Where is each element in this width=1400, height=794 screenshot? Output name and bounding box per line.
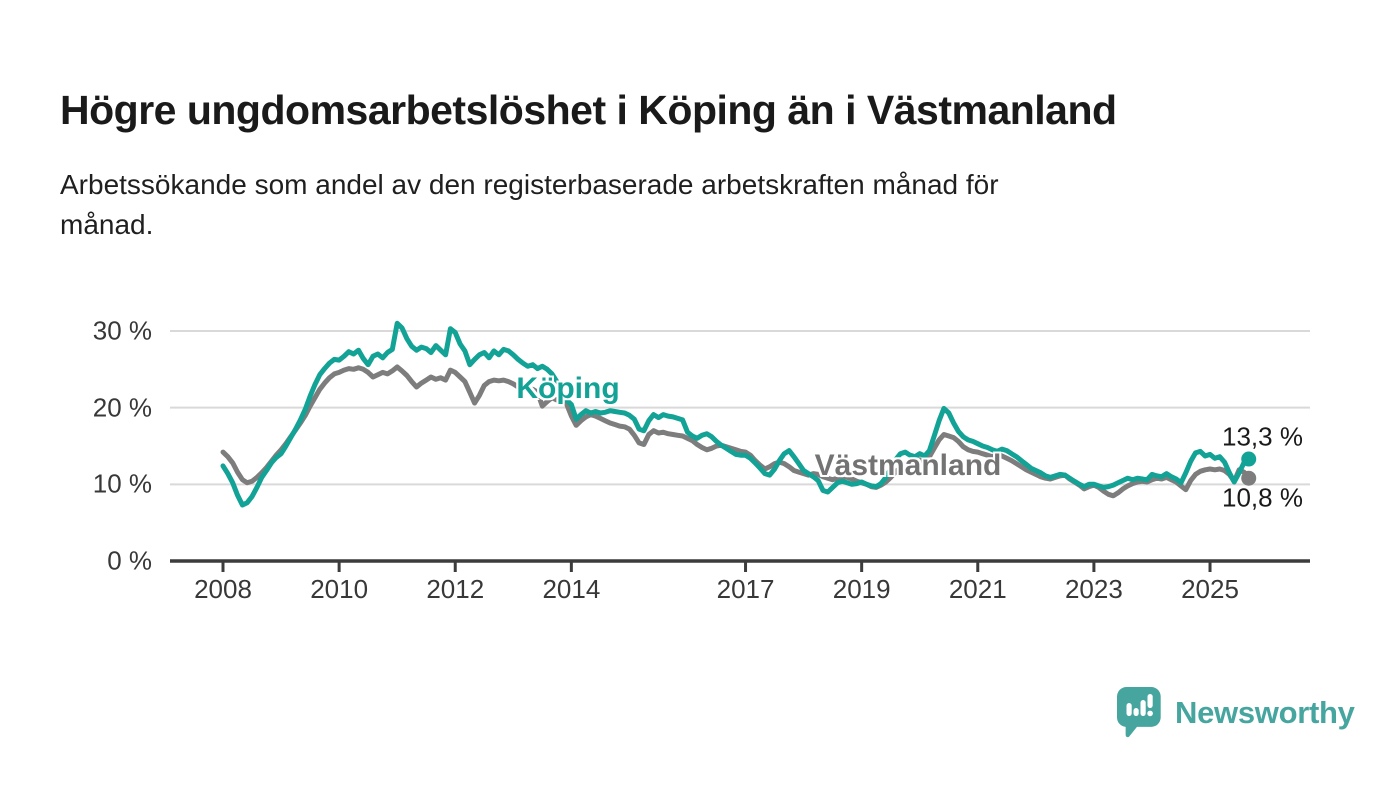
exclamation-stem bbox=[1147, 694, 1153, 708]
x-tick-label: 2008 bbox=[194, 574, 252, 604]
x-tick-label: 2010 bbox=[310, 574, 369, 604]
y-tick-label: 10 % bbox=[92, 468, 152, 499]
logo-bars bbox=[1126, 694, 1153, 717]
subtitle-line-2: månad. bbox=[60, 209, 154, 240]
speech-bubble-shape bbox=[1117, 687, 1161, 738]
x-tick-label: 2014 bbox=[542, 574, 601, 604]
y-tick-label: 30 % bbox=[92, 315, 152, 346]
chart-subtitle: Arbetssökande som andel av den registerb… bbox=[60, 165, 1260, 245]
page-title: Högre ungdomsarbetslöshet i Köping än i … bbox=[60, 87, 1117, 134]
end-value-label-vastmanland: 10,8 % bbox=[1222, 482, 1303, 513]
series-line-köping bbox=[220, 320, 1252, 508]
series-end-dot-köping bbox=[1241, 451, 1257, 467]
x-tick-label: 2021 bbox=[948, 574, 1007, 604]
x-tick-label: 2025 bbox=[1181, 574, 1239, 604]
newsworthy-logo: Newsworthy bbox=[1117, 686, 1355, 740]
newsworthy-logo-text: Newsworthy bbox=[1175, 695, 1355, 730]
end-value-label-koping: 13,3 % bbox=[1222, 421, 1303, 452]
subtitle-line-1: Arbetssökande som andel av den registerb… bbox=[60, 169, 999, 200]
y-tick-label: 0 % bbox=[107, 545, 152, 576]
newsworthy-logo-icon bbox=[1117, 687, 1161, 738]
series-end-dot-västmanland bbox=[1241, 470, 1257, 486]
exclamation-dot bbox=[1147, 710, 1153, 717]
series-label-vastmanland: Västmanland bbox=[814, 449, 1002, 482]
x-tick-label: 2023 bbox=[1064, 574, 1123, 604]
y-tick-label: 20 % bbox=[92, 392, 152, 423]
series-label-koping: Köping bbox=[516, 372, 620, 405]
x-tick-label: 2019 bbox=[832, 574, 891, 604]
x-tick-label: 2012 bbox=[426, 574, 485, 604]
x-tick-label: 2017 bbox=[716, 574, 775, 604]
series-line-västmanland bbox=[220, 364, 1252, 499]
